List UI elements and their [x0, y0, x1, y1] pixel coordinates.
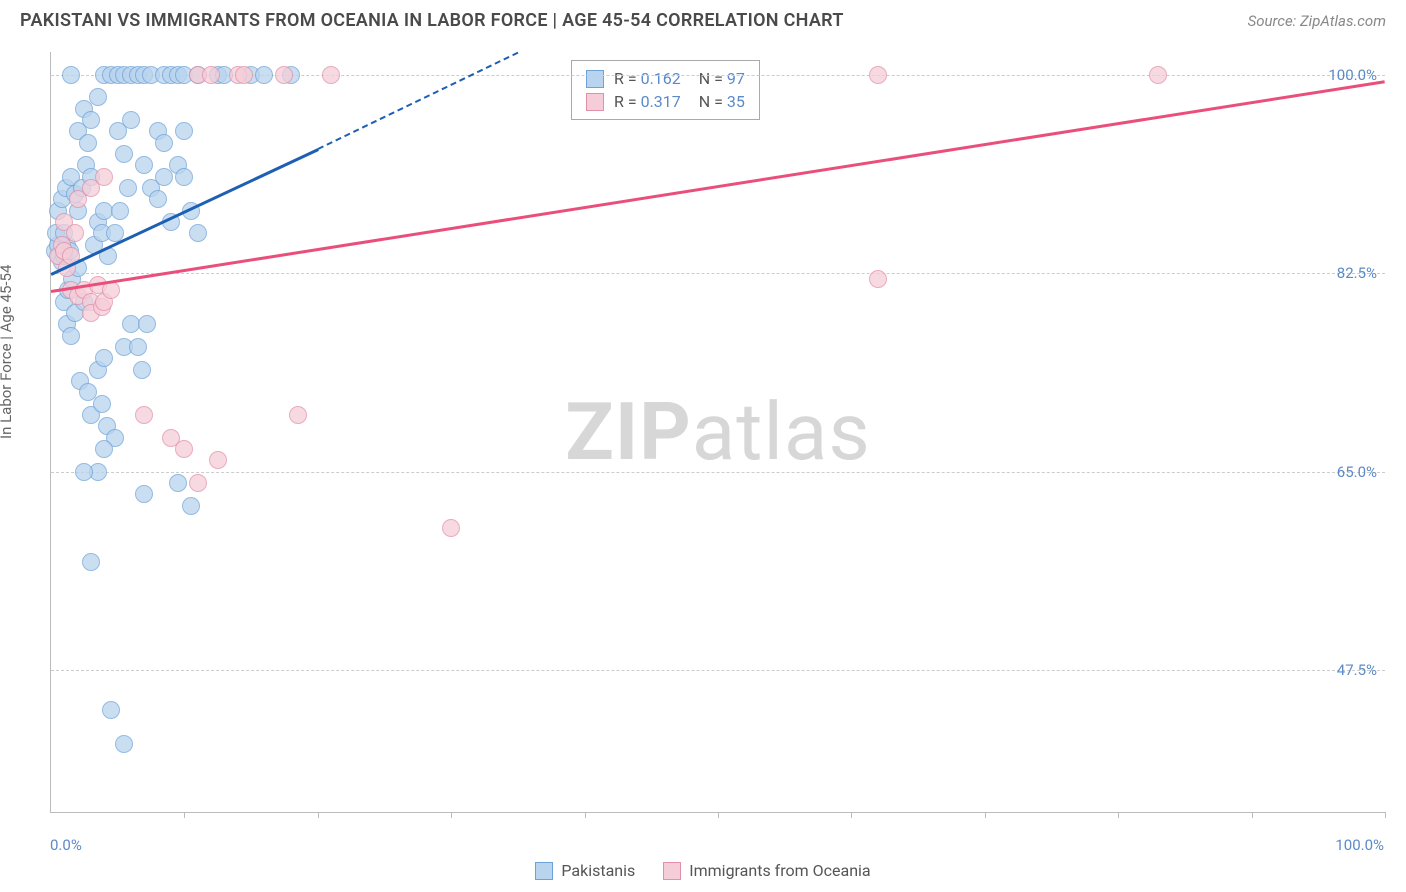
y-tick-label: 100.0% [1328, 66, 1377, 84]
gridline [51, 472, 1385, 473]
data-point-oceania [235, 66, 253, 84]
data-point-oceania [135, 406, 153, 424]
data-point-pakistanis [155, 134, 173, 152]
gridline [51, 670, 1385, 671]
x-tick [1252, 812, 1253, 818]
data-point-pakistanis [119, 179, 137, 197]
data-point-pakistanis [129, 338, 147, 356]
series-legend-item-pakistanis: Pakistanis [535, 861, 635, 880]
data-point-pakistanis [82, 111, 100, 129]
x-tick [851, 812, 852, 818]
data-point-pakistanis [95, 440, 113, 458]
data-point-pakistanis [62, 66, 80, 84]
gridline [51, 273, 1385, 274]
data-point-oceania [1149, 66, 1167, 84]
data-point-oceania [209, 451, 227, 469]
legend-row-pakistanis: R = 0.162 N = 97 [586, 67, 745, 90]
data-point-pakistanis [175, 122, 193, 140]
data-point-oceania [66, 224, 84, 242]
data-point-oceania [869, 270, 887, 288]
legend-row-oceania: R = 0.317 N = 35 [586, 90, 745, 113]
y-tick-label: 47.5% [1337, 661, 1377, 679]
series-name: Pakistanis [561, 861, 635, 880]
x-tick [318, 812, 319, 818]
data-point-oceania [322, 66, 340, 84]
x-tick [1118, 812, 1119, 818]
data-point-pakistanis [135, 485, 153, 503]
data-point-oceania [175, 440, 193, 458]
data-point-pakistanis [79, 134, 97, 152]
legend-r: R = 0.162 [614, 69, 681, 88]
data-point-oceania [275, 66, 293, 84]
legend-swatch [586, 93, 604, 111]
chart-title: PAKISTANI VS IMMIGRANTS FROM OCEANIA IN … [20, 10, 844, 31]
data-point-pakistanis [169, 474, 187, 492]
data-point-pakistanis [122, 111, 140, 129]
data-point-pakistanis [182, 497, 200, 515]
data-point-pakistanis [115, 735, 133, 753]
x-tick [451, 812, 452, 818]
data-point-pakistanis [75, 463, 93, 481]
data-point-pakistanis [111, 202, 129, 220]
legend-n: N = 35 [691, 92, 745, 111]
data-point-oceania [442, 519, 460, 537]
data-point-oceania [869, 66, 887, 84]
series-legend: Pakistanis Immigrants from Oceania [0, 861, 1406, 880]
x-tick [184, 812, 185, 818]
correlation-legend: R = 0.162 N = 97R = 0.317 N = 35 [571, 60, 760, 120]
trend-line [317, 52, 518, 150]
legend-swatch [586, 70, 604, 88]
y-axis-label: In Labor Force | Age 45-54 [0, 265, 15, 439]
scatter-plot-area: ZIPatlas R = 0.162 N = 97R = 0.317 N = 3… [50, 52, 1385, 813]
data-point-pakistanis [138, 315, 156, 333]
legend-swatch [535, 862, 553, 880]
data-point-pakistanis [82, 553, 100, 571]
legend-r: R = 0.317 [614, 92, 681, 111]
x-tick [985, 812, 986, 818]
y-tick-label: 65.0% [1337, 463, 1377, 481]
series-legend-item-oceania: Immigrants from Oceania [663, 861, 870, 880]
data-point-oceania [202, 66, 220, 84]
data-point-oceania [289, 406, 307, 424]
data-point-pakistanis [133, 361, 151, 379]
legend-n: N = 97 [691, 69, 745, 88]
x-tick [718, 812, 719, 818]
watermark: ZIPatlas [565, 385, 870, 479]
data-point-pakistanis [62, 327, 80, 345]
data-point-pakistanis [175, 168, 193, 186]
x-axis-min-label: 0.0% [50, 836, 82, 854]
data-point-pakistanis [135, 156, 153, 174]
legend-swatch [663, 862, 681, 880]
x-tick [585, 812, 586, 818]
data-point-oceania [95, 168, 113, 186]
y-tick-label: 82.5% [1337, 264, 1377, 282]
x-tick [1385, 812, 1386, 818]
data-point-pakistanis [189, 224, 207, 242]
data-point-pakistanis [115, 145, 133, 163]
data-point-pakistanis [95, 349, 113, 367]
series-name: Immigrants from Oceania [689, 861, 870, 880]
data-point-pakistanis [89, 88, 107, 106]
x-axis-max-label: 100.0% [1335, 836, 1384, 854]
data-point-oceania [189, 474, 207, 492]
source-credit: Source: ZipAtlas.com [1248, 12, 1386, 30]
data-point-pakistanis [255, 66, 273, 84]
data-point-pakistanis [93, 395, 111, 413]
data-point-pakistanis [149, 190, 167, 208]
data-point-pakistanis [102, 701, 120, 719]
